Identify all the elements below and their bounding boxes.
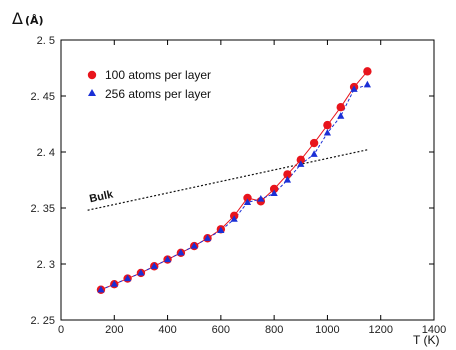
y-tick-label: 2. 25 (31, 315, 55, 327)
x-tick-label: 400 (158, 324, 176, 336)
bulk-line (87, 149, 368, 211)
y-axis-label: Δ (Å) (12, 9, 44, 28)
data-point-1 (217, 226, 225, 233)
x-axis-label: T (K) (413, 333, 439, 347)
data-point-1 (337, 112, 345, 119)
x-tick-label: 600 (212, 324, 230, 336)
legend-marker-100-atoms (87, 70, 97, 80)
legend-marker-256-atoms (88, 89, 96, 96)
series-line-1 (100, 84, 368, 291)
data-point-1 (310, 150, 318, 157)
data-point-1 (163, 255, 172, 263)
data-point-1 (190, 242, 198, 249)
x-tick-label: 1200 (368, 324, 392, 336)
data-point-0 (323, 120, 332, 130)
y-tick-label: 2. 5 (37, 35, 55, 47)
data-point-1 (97, 285, 105, 293)
data-point-1 (297, 160, 305, 167)
series-lines (100, 71, 368, 291)
series-line-0 (100, 71, 368, 291)
data-point-1 (150, 262, 158, 269)
plot-frame (60, 39, 435, 321)
data-point-1 (230, 215, 238, 222)
bulk-label: Bulk (88, 188, 115, 205)
data-point-0 (296, 155, 305, 165)
data-point-0 (269, 184, 279, 194)
legend-label-256-atoms: 256 atoms per layer (105, 87, 211, 101)
data-point-1 (283, 176, 292, 183)
x-tick-label: 800 (265, 324, 283, 336)
data-point-0 (283, 170, 292, 179)
axis-tick-labels: 0 200 400 600 800 1000 1200 1400 2. 25 2. 3 2. 35 2… (31, 35, 447, 336)
data-point-1 (177, 248, 185, 256)
data-point-1 (203, 234, 212, 241)
y-tick-label: 2. 3 (37, 259, 55, 271)
data-point-1 (243, 198, 252, 205)
data-point-0 (363, 67, 372, 76)
data-point-0 (309, 138, 319, 148)
x-tick-label: 0 (58, 324, 64, 336)
x-tick-label: 1000 (315, 324, 339, 336)
data-point-1 (124, 274, 132, 282)
series-points (96, 67, 372, 294)
legend: 100 atoms per layer 256 atoms per layer (87, 68, 211, 101)
x-tick-label: 1400 (422, 324, 446, 336)
data-point-1 (110, 280, 118, 287)
data-point-1 (350, 85, 358, 92)
legend-label-100-atoms: 100 atoms per layer (105, 68, 211, 82)
data-point-1 (323, 128, 332, 136)
data-point-1 (363, 80, 371, 88)
x-tick-label: 200 (105, 324, 123, 336)
data-point-0 (243, 193, 252, 203)
data-point-1 (137, 268, 145, 276)
y-tick-label: 2. 45 (31, 91, 55, 103)
bulk-reference: Bulk (87, 149, 368, 211)
axis-ticks (60, 39, 435, 321)
data-point-1 (270, 189, 278, 197)
y-axis-label-symbol: Δ (12, 9, 23, 28)
y-tick-label: 2. 35 (31, 203, 55, 215)
y-axis-label-unit: (Å) (25, 14, 44, 27)
y-tick-label: 2. 4 (37, 147, 55, 159)
data-point-1 (257, 195, 265, 202)
data-point-0 (336, 103, 345, 112)
